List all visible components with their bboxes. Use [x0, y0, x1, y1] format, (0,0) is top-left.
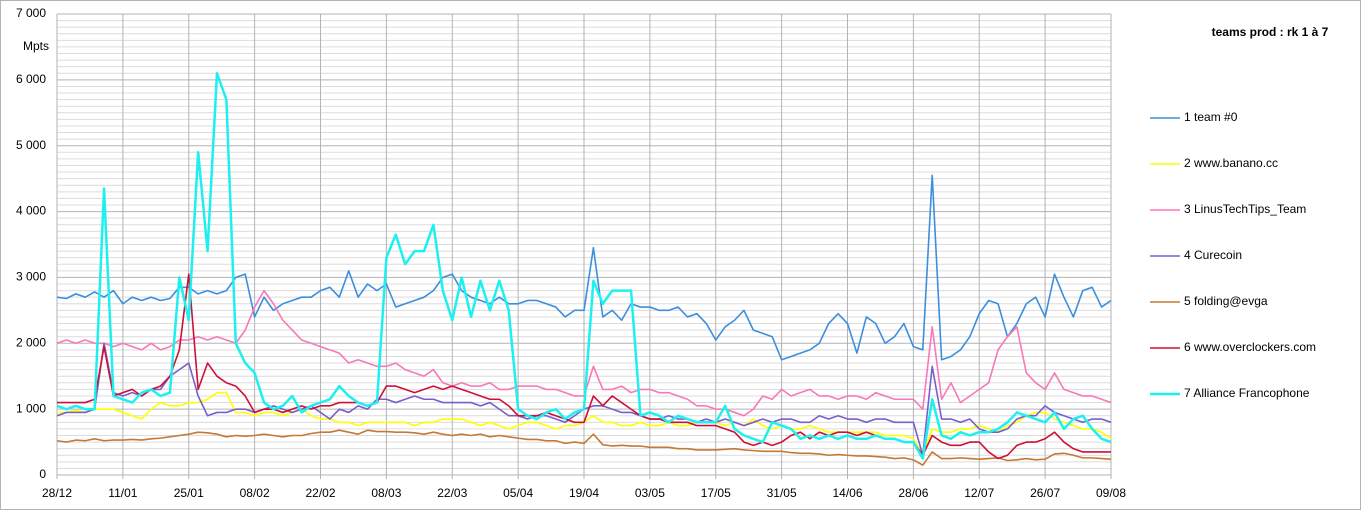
y-tick-label: 0 [39, 467, 46, 481]
legend-label: 4 Curecoin [1184, 248, 1242, 262]
legend-label: 1 team #0 [1184, 110, 1238, 124]
y-tick-label: 2 000 [16, 335, 46, 349]
y-tick-label: 6 000 [16, 72, 46, 86]
legend-label: 7 Alliance Francophone [1184, 386, 1310, 400]
legend-label: 5 folding@evga [1184, 294, 1268, 308]
x-tick-label: 09/08 [1096, 486, 1126, 500]
x-tick-label: 17/05 [701, 486, 731, 500]
x-tick-label: 22/03 [437, 486, 467, 500]
y-tick-label: 7 000 [16, 6, 46, 20]
x-tick-label: 31/05 [767, 486, 797, 500]
x-tick-label: 28/12 [42, 486, 72, 500]
legend-label: 3 LinusTechTips_Team [1184, 202, 1306, 216]
y-tick-label: 1 000 [16, 401, 46, 415]
legend-label: 2 www.banano.cc [1184, 156, 1278, 170]
x-tick-label: 08/02 [240, 486, 270, 500]
y-tick-label: 3 000 [16, 270, 46, 284]
series-line [56, 72, 1112, 460]
x-tick-label: 12/07 [964, 486, 994, 500]
x-tick-label: 11/01 [108, 486, 137, 500]
x-tick-label: 14/06 [832, 486, 862, 500]
x-tick-label: 25/01 [174, 486, 204, 500]
x-tick-label: 28/06 [898, 486, 928, 500]
y-axis-label: Mpts [23, 39, 49, 53]
x-tick-label: 26/07 [1030, 486, 1060, 500]
y-tick-label: 4 000 [16, 204, 46, 218]
x-tick-label: 08/03 [371, 486, 401, 500]
x-tick-label: 03/05 [635, 486, 665, 500]
series-line [56, 429, 1112, 466]
x-tick-label: 19/04 [569, 486, 599, 500]
chart-title: teams prod : rk 1 à 7 [1212, 25, 1329, 39]
x-tick-label: 05/04 [503, 486, 533, 500]
legend-label: 6 www.overclockers.com [1184, 340, 1316, 354]
x-tick-label: 22/02 [305, 486, 335, 500]
y-tick-label: 5 000 [16, 138, 46, 152]
series-line [57, 273, 1111, 460]
